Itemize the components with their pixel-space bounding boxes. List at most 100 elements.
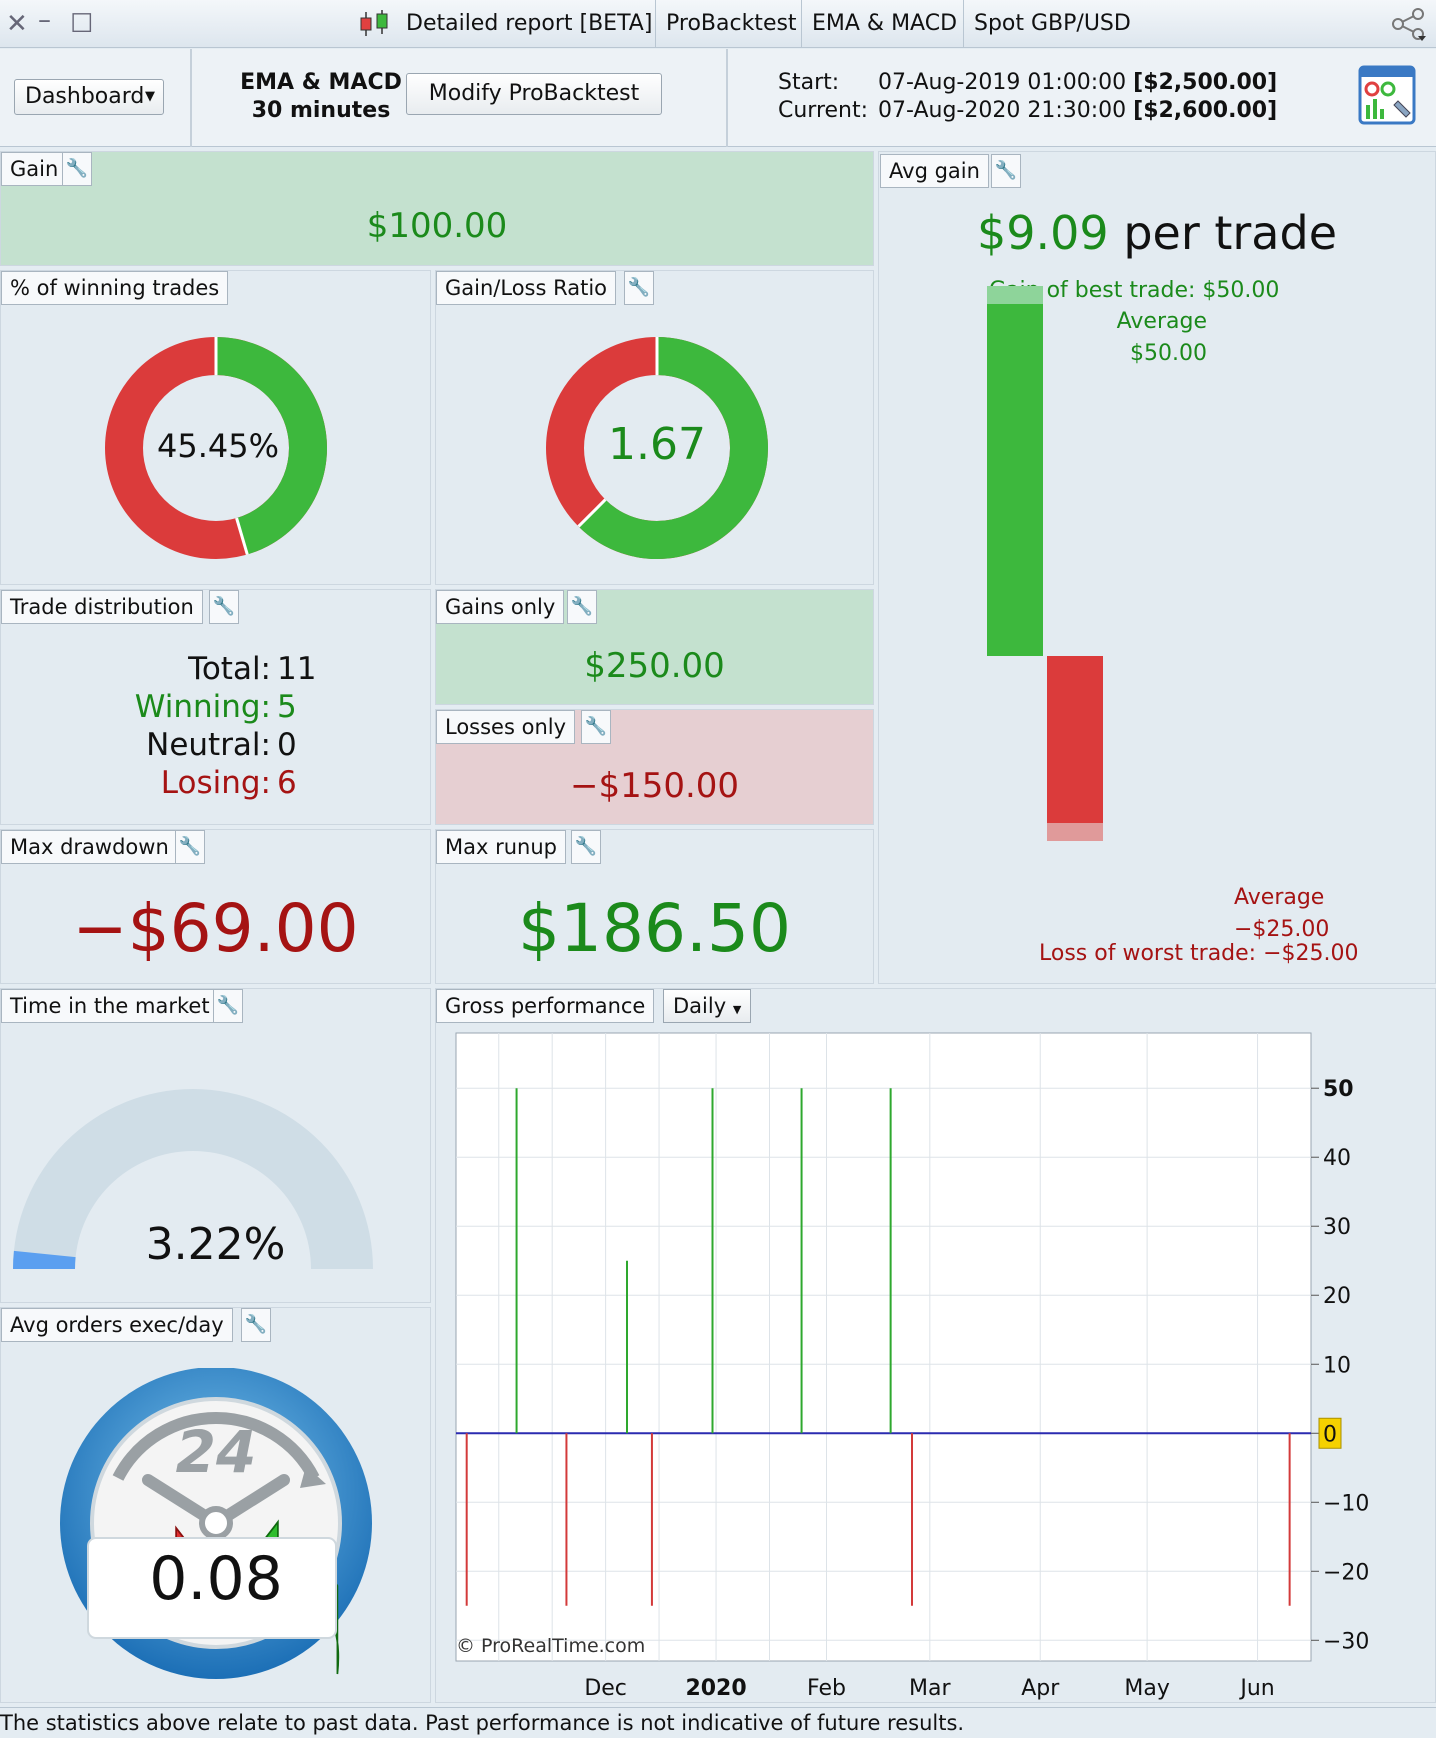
gain-loss-ratio-gain-arc [578, 337, 768, 559]
chevron-down-icon: ▼ [145, 89, 155, 104]
dashboard-label: Dashboard [25, 84, 145, 109]
gain-wrench-icon[interactable]: 🔧 [62, 152, 92, 186]
time-in-market-value: 3.22% [145, 1219, 286, 1270]
avg-orders-wrench-icon[interactable]: 🔧 [241, 1308, 271, 1342]
avg-loss-marker [1047, 823, 1103, 841]
avg-orders-value: 0.08 [149, 1544, 283, 1614]
gross-performance-title: Gross performance [436, 989, 655, 1023]
start-date: 07-Aug-2019 01:00:00 [878, 70, 1127, 95]
orders-clock-icon [60, 1368, 372, 1679]
gross-performance-chart: 50 40 30 20 10 0 −10 −20 −30 Dec 2020 Feb Mar Apr May J… [455, 1032, 1369, 1701]
minimize-icon[interactable]: – [38, 5, 51, 35]
total-label: Total: [188, 651, 271, 687]
max-drawdown-wrench-icon[interactable]: 🔧 [175, 830, 205, 864]
strategy-name: EMA & MACD [240, 70, 402, 95]
dashboard-dropdown[interactable]: Dashboard ▼ [14, 79, 164, 115]
losses-only-panel: Losses only 🔧 −$150.00 [435, 709, 874, 825]
avg-gain-marker [987, 286, 1043, 304]
losing-label: Losing: [160, 765, 271, 801]
max-drawdown-panel: Max drawdown 🔧 −$69.00 [0, 829, 431, 984]
gain-loss-ratio-title: Gain/Loss Ratio [436, 271, 617, 305]
current-capital: [$2,600.00] [1133, 98, 1278, 123]
gain-title: Gain [1, 152, 68, 186]
avg-loss-average-label: Average [1234, 885, 1325, 910]
y-tick-label: 0 [1323, 1422, 1337, 1447]
worst-trade-label: Loss of worst trade: −$25.00 [1039, 941, 1359, 966]
current-date: 07-Aug-2020 21:30:00 [878, 98, 1127, 123]
title-bar: ✕ – ☐ Detailed report [BETA] ProBacktest… [0, 0, 1436, 48]
time-in-market-wrench-icon[interactable]: 🔧 [213, 989, 243, 1023]
max-runup-wrench-icon[interactable]: 🔧 [571, 830, 601, 864]
time-in-market-title: Time in the market [1, 989, 219, 1023]
y-tick-label: 20 [1323, 1284, 1351, 1309]
y-tick-label: −10 [1323, 1491, 1369, 1516]
y-tick-label: −20 [1323, 1560, 1369, 1585]
avg-gain-headline: $9.09 per trade [879, 206, 1435, 260]
gains-only-title: Gains only [436, 590, 565, 624]
report-settings-icon[interactable] [1358, 65, 1418, 127]
gauge-fill [13, 1250, 76, 1269]
orders-dial-label: 24 [175, 1418, 257, 1486]
trade-distribution-wrench-icon[interactable]: 🔧 [209, 590, 239, 624]
x-tick-label: Mar [909, 1676, 951, 1701]
gain-loss-ratio-wrench-icon[interactable]: 🔧 [624, 271, 654, 305]
winning-trades-divider [235, 517, 249, 555]
max-runup-panel: Max runup 🔧 $186.50 [435, 829, 874, 984]
tab-strategy[interactable]: EMA & MACD [801, 0, 967, 48]
best-trade-bar [987, 286, 1043, 656]
losses-only-wrench-icon[interactable]: 🔧 [581, 710, 611, 744]
gains-only-value: $250.00 [584, 646, 725, 686]
y-tick-label: 50 [1323, 1077, 1354, 1102]
winning-count: 5 [277, 689, 297, 725]
x-tick-label: Jun [1238, 1676, 1274, 1701]
avg-gain-panel: Avg gain 🔧 $9.09 per trade Gain of best … [878, 151, 1436, 984]
avg-orders-panel: Avg orders exec/day 🔧 24 0.08 [0, 1307, 431, 1703]
neutral-count: 0 [277, 727, 297, 763]
gain-value: $100.00 [366, 206, 508, 246]
period-label: Daily [673, 994, 727, 1018]
x-tick-label: 2020 [685, 1676, 746, 1701]
gain-loss-ratio-donut [546, 337, 768, 559]
winning-label: Winning: [134, 689, 271, 725]
avg-gain-bars [987, 286, 1103, 841]
disclaimer-text: The statistics above relate to past data… [0, 1707, 1436, 1738]
winning-trades-panel: % of winning trades 45.45% [0, 270, 431, 585]
timeframe: 30 minutes [251, 98, 391, 123]
gain-panel: Gain 🔧 $100.00 [0, 151, 874, 266]
chevron-down-icon: ▼ [732, 1003, 742, 1016]
start-capital: [$2,500.00] [1133, 70, 1278, 95]
avg-gain-suffix: per trade [1123, 206, 1337, 260]
candlestick-icon [360, 10, 388, 36]
gauge-track [13, 1089, 373, 1269]
start-label: Start: [778, 70, 840, 95]
close-icon[interactable]: ✕ [6, 9, 28, 39]
avg-gain-value: $9.09 [977, 206, 1109, 260]
y-tick-label: 10 [1323, 1353, 1351, 1378]
total-count: 11 [277, 651, 317, 687]
x-tick-label: Dec [584, 1676, 627, 1701]
avg-gain-wrench-icon[interactable]: 🔧 [991, 154, 1021, 188]
avg-orders-title: Avg orders exec/day [1, 1308, 233, 1342]
winning-trades-gain-arc [215, 337, 327, 555]
share-icon[interactable] [1388, 6, 1428, 42]
gain-loss-ratio-panel: Gain/Loss Ratio 🔧 1.67 [435, 270, 874, 585]
chart-copyright: © ProRealTime.com [456, 1635, 646, 1657]
y-tick-label: −30 [1323, 1629, 1369, 1654]
losses-only-title: Losses only [436, 710, 576, 744]
max-drawdown-value: −$69.00 [72, 890, 359, 967]
tab-probacktest[interactable]: ProBacktest [655, 0, 807, 48]
tab-instrument[interactable]: Spot GBP/USD [963, 0, 1141, 48]
maximize-icon[interactable]: ☐ [70, 9, 94, 39]
period-dropdown[interactable]: Daily ▼ [663, 989, 751, 1023]
current-label: Current: [778, 98, 869, 123]
tab-detailed-report[interactable]: Detailed report [BETA] [406, 11, 653, 36]
avg-gain-average-value: $50.00 [1130, 341, 1207, 366]
avg-gain-average-label: Average [1116, 309, 1207, 334]
modify-probacktest-button[interactable]: Modify ProBacktest [406, 73, 662, 115]
neutral-label: Neutral: [146, 727, 271, 763]
gross-performance-panel: Gross performance Daily ▼ 50 40 30 20 10 0 −10… [435, 988, 1436, 1703]
toolbar: Dashboard ▼ EMA & MACD 30 minutes Modify… [0, 49, 1436, 147]
gains-only-wrench-icon[interactable]: 🔧 [567, 590, 597, 624]
avg-gain-title: Avg gain [880, 154, 989, 188]
x-tick-label: Apr [1021, 1676, 1060, 1701]
